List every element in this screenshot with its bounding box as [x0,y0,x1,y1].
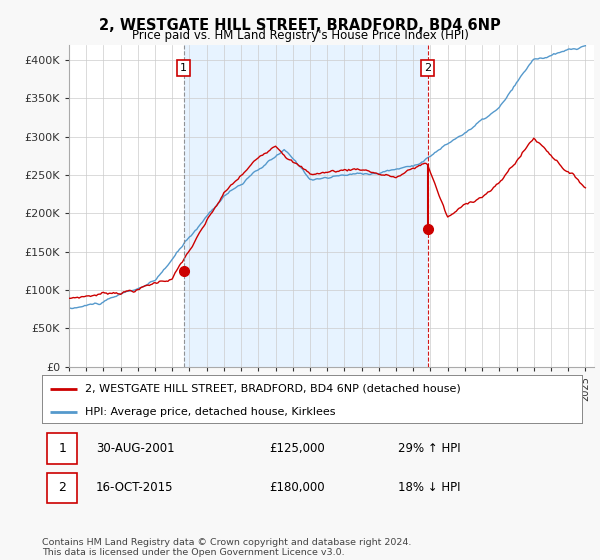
Text: Price paid vs. HM Land Registry's House Price Index (HPI): Price paid vs. HM Land Registry's House … [131,29,469,42]
Text: 18% ↓ HPI: 18% ↓ HPI [398,481,461,494]
Text: 2: 2 [58,481,66,494]
Text: £180,000: £180,000 [269,481,325,494]
Text: 1: 1 [180,63,187,73]
Text: 1: 1 [58,442,66,455]
Text: 29% ↑ HPI: 29% ↑ HPI [398,442,461,455]
Text: 2, WESTGATE HILL STREET, BRADFORD, BD4 6NP: 2, WESTGATE HILL STREET, BRADFORD, BD4 6… [99,18,501,33]
Text: £125,000: £125,000 [269,442,325,455]
Text: 16-OCT-2015: 16-OCT-2015 [96,481,173,494]
FancyBboxPatch shape [47,433,77,464]
Text: 30-AUG-2001: 30-AUG-2001 [96,442,175,455]
Bar [184,45,428,367]
Text: 2: 2 [424,63,431,73]
Text: Contains HM Land Registry data © Crown copyright and database right 2024.
This d: Contains HM Land Registry data © Crown c… [42,538,412,557]
Text: 2, WESTGATE HILL STREET, BRADFORD, BD4 6NP (detached house): 2, WESTGATE HILL STREET, BRADFORD, BD4 6… [85,384,461,394]
Text: HPI: Average price, detached house, Kirklees: HPI: Average price, detached house, Kirk… [85,407,336,417]
FancyBboxPatch shape [47,473,77,503]
